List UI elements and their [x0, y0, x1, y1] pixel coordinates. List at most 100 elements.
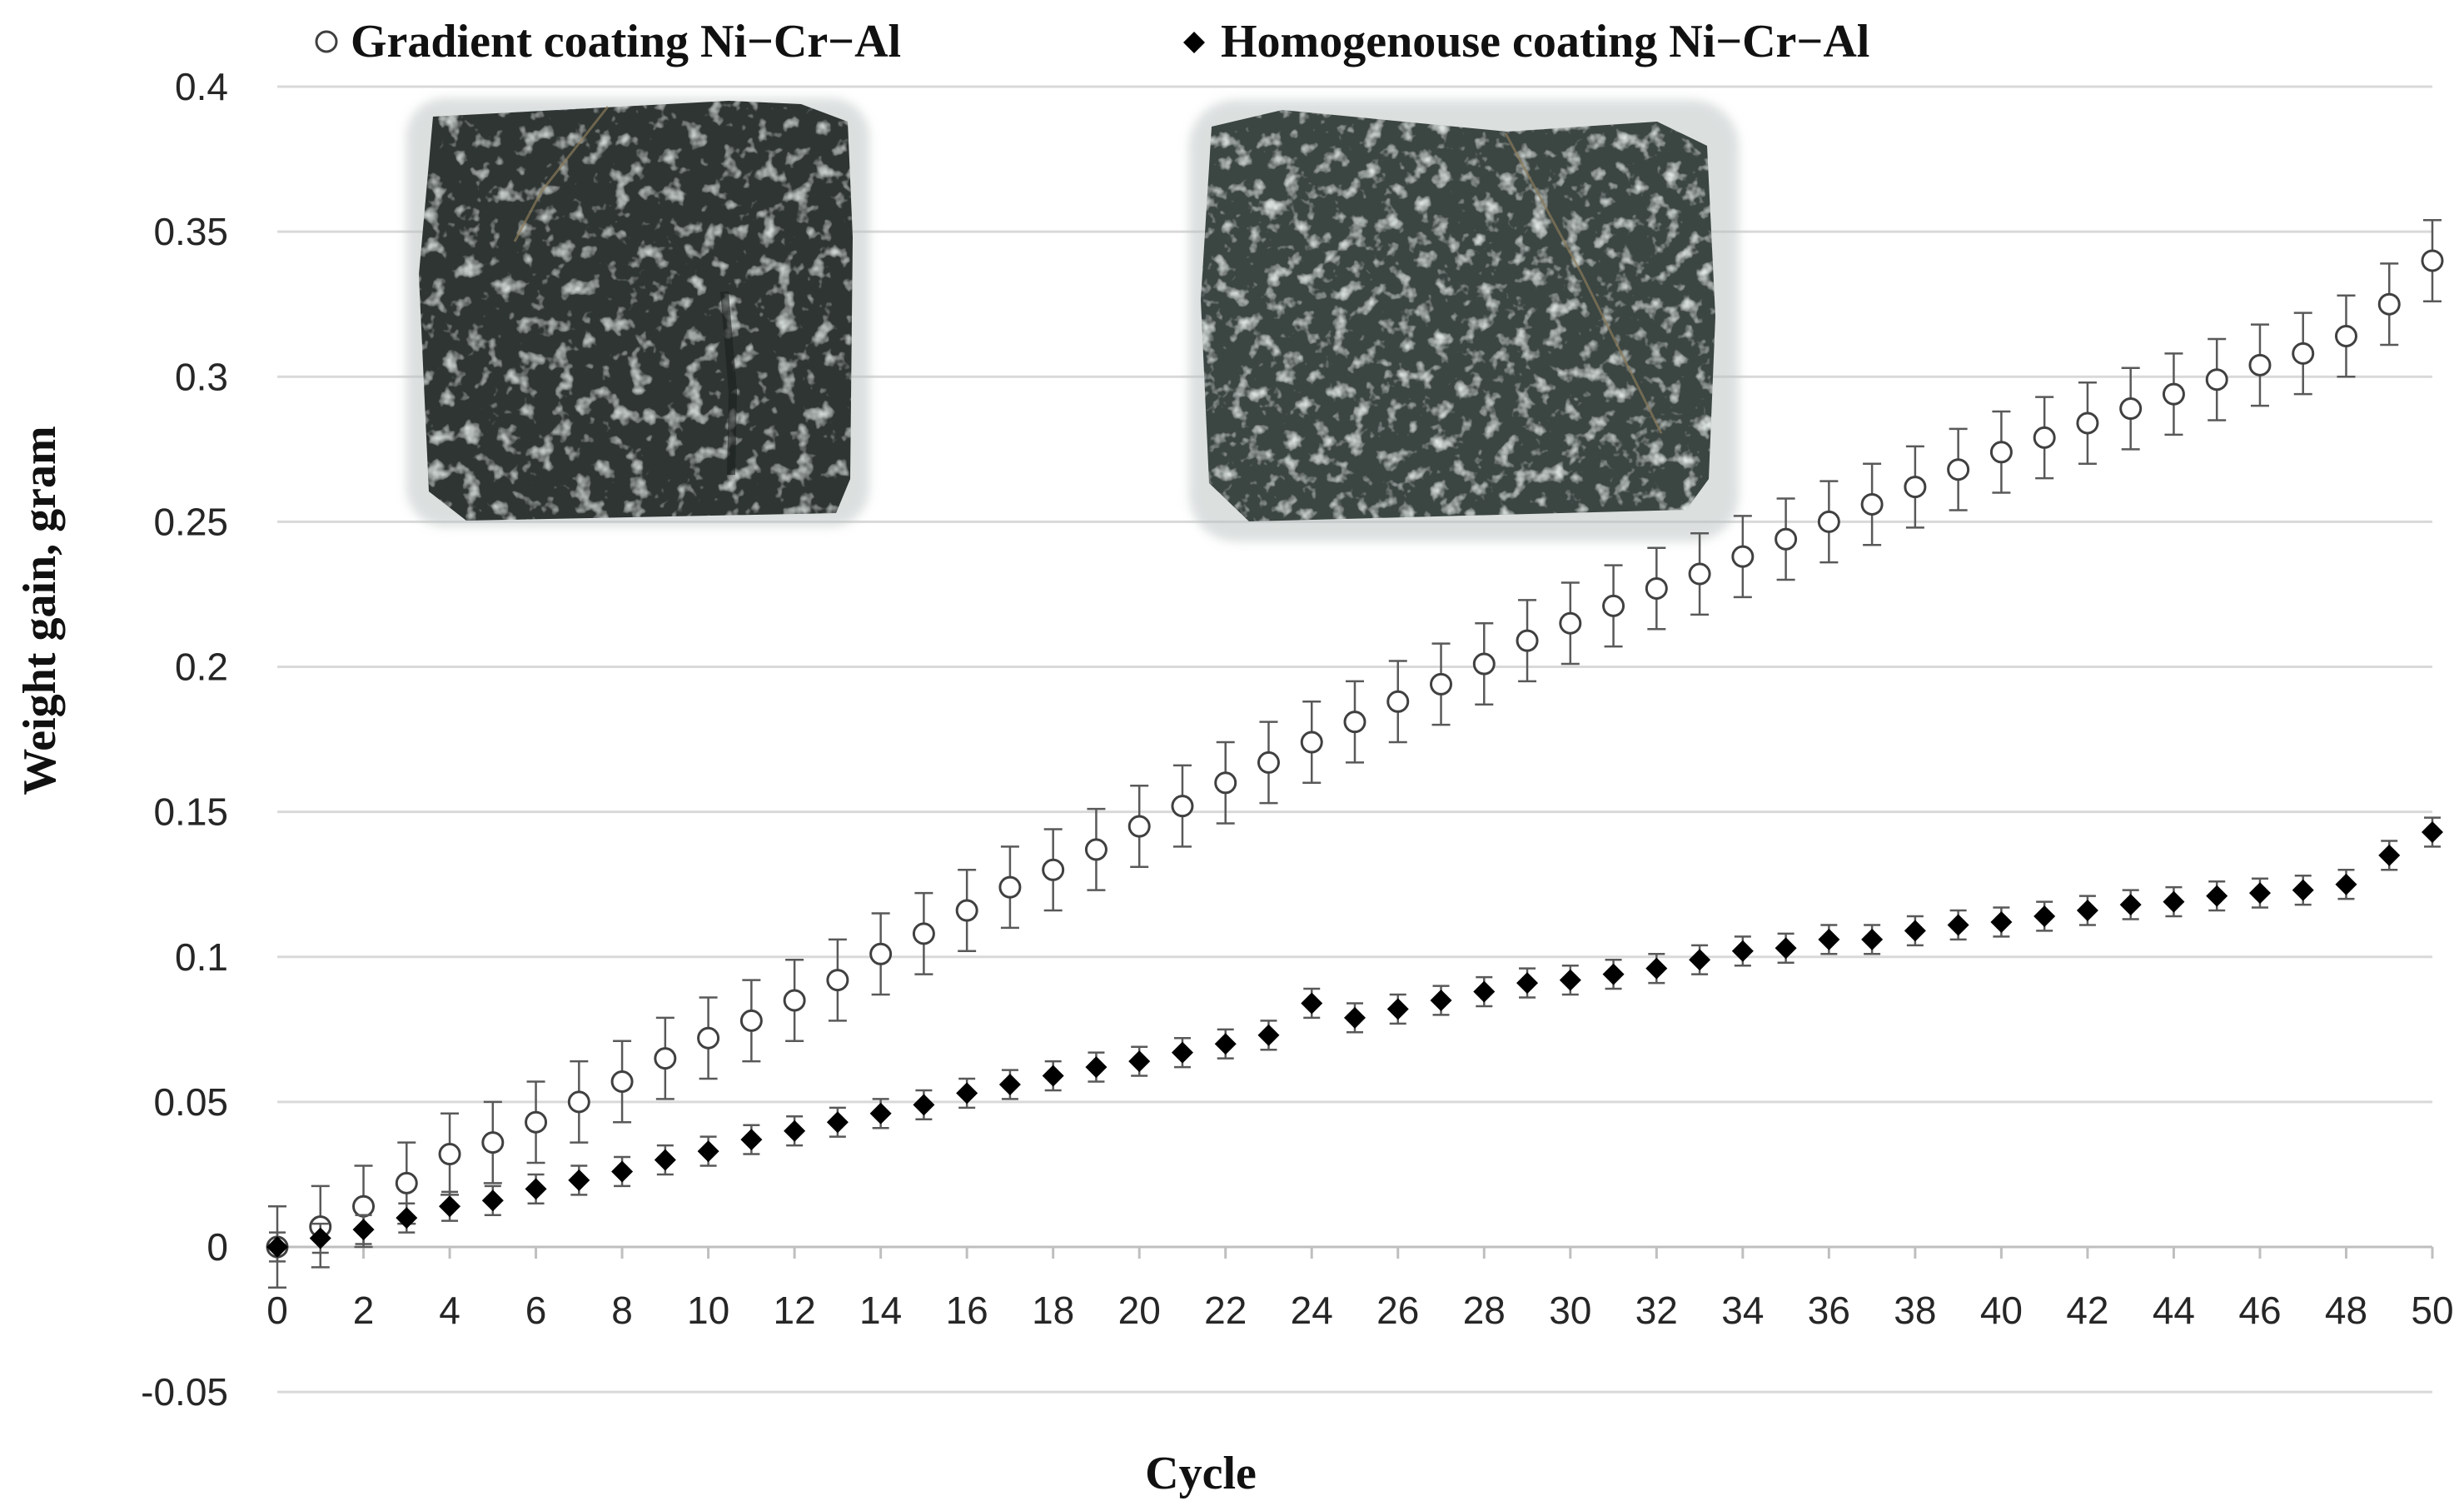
data-point-gradient	[2033, 426, 2056, 449]
data-point-gradient	[955, 899, 978, 922]
data-point-gradient	[1904, 476, 1927, 499]
data-point-homogeneous	[740, 1129, 763, 1151]
data-point-homogeneous	[956, 1082, 978, 1105]
data-point-gradient	[826, 969, 849, 992]
data-point-homogeneous	[525, 1178, 547, 1200]
x-tick-labels: 0 2 4 6 8 10 12 14 16 18 20 22 24 26 28 30 32 34 36 38 40 42 4…	[266, 1289, 2453, 1332]
data-point-gradient	[1171, 795, 1194, 818]
data-point-homogeneous	[2378, 844, 2401, 866]
data-point-gradient	[352, 1194, 376, 1218]
data-point-gradient	[2292, 342, 2315, 365]
data-point-homogeneous	[913, 1094, 935, 1116]
data-point-gradient	[2205, 368, 2228, 391]
data-point-gradient	[2119, 397, 2143, 421]
data-point-gradient	[1860, 492, 1884, 516]
data-point-gradient	[1645, 576, 1668, 600]
x-tick-label: 34	[1721, 1289, 1764, 1332]
data-point-homogeneous	[481, 1189, 504, 1212]
x-tick-label: 48	[2325, 1289, 2367, 1332]
data-point-homogeneous	[1301, 992, 1323, 1015]
data-point-homogeneous	[1904, 920, 1926, 942]
data-point-gradient	[1214, 771, 1237, 795]
data-point-gradient	[1559, 611, 1582, 635]
data-point-homogeneous	[1947, 914, 1969, 936]
x-tick-label: 36	[1808, 1289, 1850, 1332]
data-point-homogeneous	[1430, 989, 1452, 1011]
y-tick-label: 0	[207, 1225, 228, 1269]
legend: Gradient coating Ni−Cr−Al Homogenouse co…	[315, 16, 1869, 67]
y-tick-label: 0.2	[175, 646, 228, 689]
data-point-homogeneous	[1775, 937, 1797, 960]
data-point-homogeneous	[1689, 949, 1711, 971]
data-point-gradient	[654, 1047, 677, 1070]
data-point-homogeneous	[1516, 972, 1539, 995]
data-point-gradient	[610, 1070, 634, 1093]
legend-label-gradient: Gradient coating Ni−Cr−Al	[351, 16, 901, 67]
y-tick-label: 0.25	[153, 500, 228, 543]
data-point-gradient	[1084, 838, 1108, 861]
data-point-gradient	[998, 875, 1022, 899]
x-tick-label: 18	[1032, 1289, 1074, 1332]
data-point-homogeneous	[1214, 1033, 1237, 1055]
x-tick-label: 28	[1463, 1289, 1506, 1332]
x-tick-label: 44	[2153, 1289, 2195, 1332]
y-tick-label: 0.35	[153, 210, 228, 253]
data-point-homogeneous	[1386, 998, 1409, 1020]
legend-label-homogeneous: Homogenouse coating Ni−Cr−Al	[1221, 16, 1869, 67]
series-gradient-coating	[266, 218, 2444, 1289]
data-point-homogeneous	[1861, 928, 1884, 950]
data-point-homogeneous	[2335, 873, 2357, 895]
y-tick-label: 0.3	[175, 355, 228, 398]
data-point-gradient	[2162, 382, 2185, 406]
legend-marker-gradient	[315, 30, 338, 53]
data-point-homogeneous	[998, 1073, 1021, 1095]
y-tick-label: 0.1	[175, 935, 228, 979]
data-point-homogeneous	[309, 1227, 331, 1249]
data-point-gradient	[395, 1171, 418, 1194]
x-tick-label: 26	[1376, 1289, 1419, 1332]
data-point-homogeneous	[1473, 980, 1496, 1003]
data-point-gradient	[869, 942, 893, 965]
data-point-gradient	[1127, 815, 1151, 838]
x-tick-label: 38	[1894, 1289, 1936, 1332]
data-point-homogeneous	[1559, 969, 1581, 991]
series-homogeneous-coating	[266, 816, 2443, 1263]
data-point-gradient	[1042, 858, 1065, 881]
data-point-gradient	[1731, 545, 1755, 568]
x-tick-label: 46	[2238, 1289, 2281, 1332]
data-point-homogeneous	[826, 1111, 849, 1134]
data-point-gradient	[1343, 711, 1366, 734]
data-point-homogeneous	[1128, 1050, 1151, 1073]
data-point-gradient	[1430, 672, 1453, 696]
data-point-gradient	[1257, 751, 1280, 774]
data-point-homogeneous	[1990, 910, 2013, 933]
data-point-gradient	[481, 1131, 505, 1154]
data-point-homogeneous	[2163, 890, 2185, 913]
y-tick-label: 0.4	[175, 65, 228, 108]
x-tick-label: 40	[1980, 1289, 2023, 1332]
x-tick-label: 14	[859, 1289, 902, 1332]
data-point-homogeneous	[568, 1169, 590, 1191]
data-point-gradient	[2334, 324, 2357, 347]
data-point-homogeneous	[396, 1207, 418, 1229]
x-tick-label: 22	[1204, 1289, 1247, 1332]
y-axis-title: Weight gain, gram	[14, 426, 66, 795]
data-point-homogeneous	[1042, 1065, 1064, 1087]
data-point-homogeneous	[2248, 882, 2271, 905]
data-point-gradient	[1516, 629, 1539, 652]
data-point-gradient	[912, 922, 935, 945]
x-axis	[276, 1245, 2434, 1259]
x-tick-label: 20	[1118, 1289, 1161, 1332]
gradient-coating-sample-photo	[406, 98, 869, 526]
data-point-gradient	[1602, 594, 1625, 617]
data-point-gradient	[2377, 292, 2401, 316]
data-point-gradient	[567, 1090, 590, 1114]
data-point-homogeneous	[2292, 879, 2314, 901]
data-point-homogeneous	[784, 1120, 806, 1142]
data-point-homogeneous	[1818, 928, 1840, 950]
data-point-homogeneous	[1731, 940, 1754, 962]
data-point-homogeneous	[1171, 1041, 1193, 1064]
data-point-gradient	[2076, 411, 2099, 435]
x-tick-label: 0	[266, 1289, 288, 1332]
